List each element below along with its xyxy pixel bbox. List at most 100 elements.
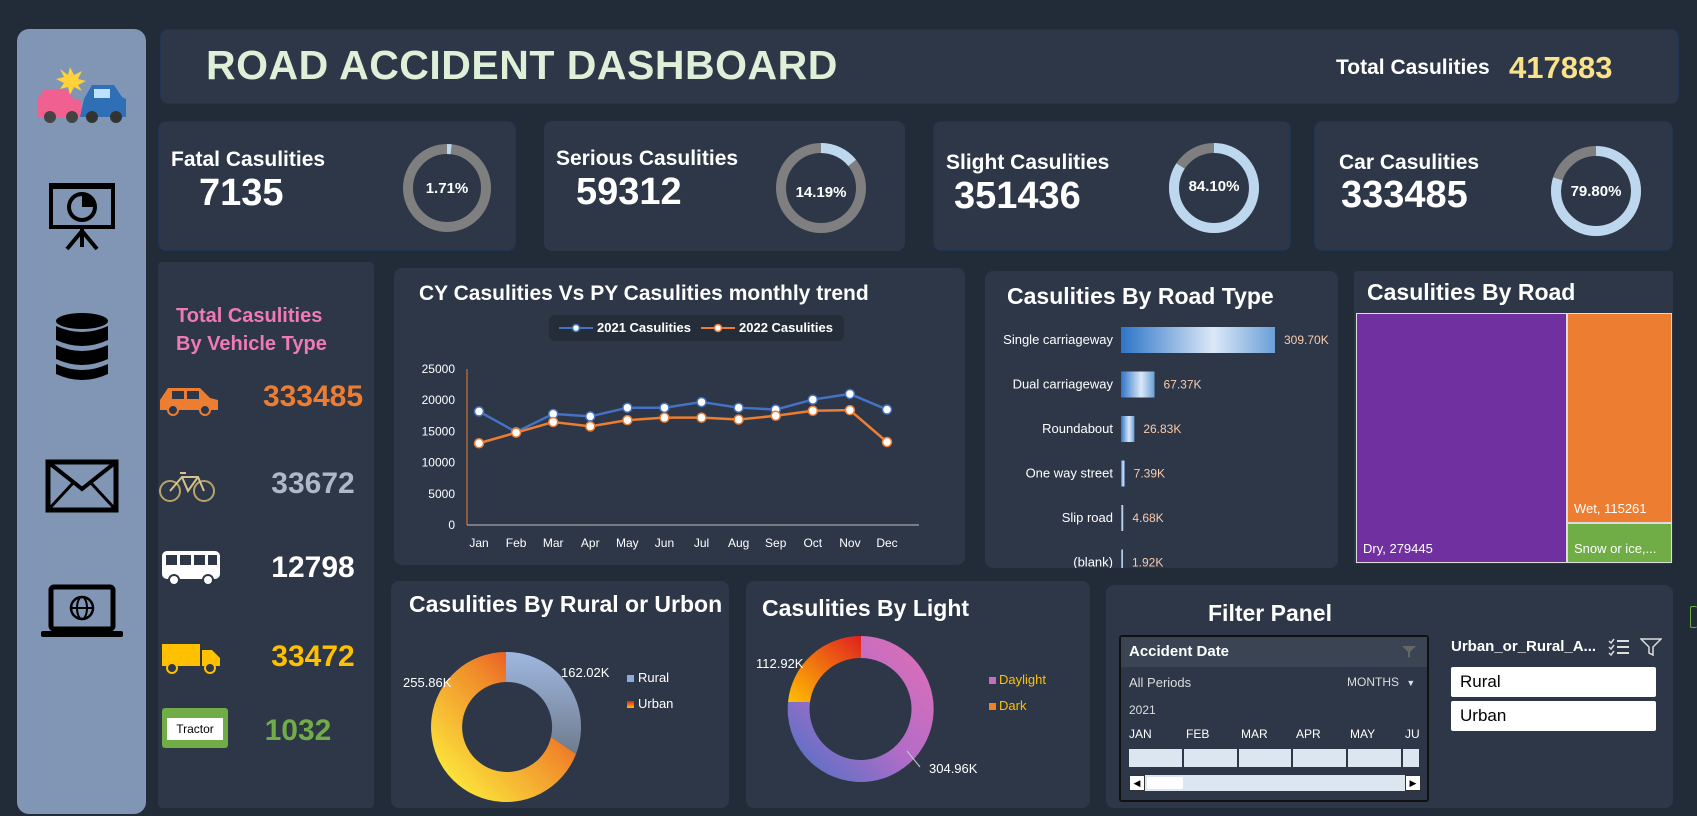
scroll-thumb[interactable] (1147, 777, 1183, 789)
category-label: (blank) (1073, 555, 1113, 569)
selection-handle[interactable] (1690, 606, 1697, 628)
slicer-option-rural[interactable]: Rural (1451, 667, 1656, 697)
trend-line-chart: 25000 20000 15000 10000 5000 0 Jan Feb Mar Apr May… (422, 362, 919, 550)
car-crash-icon[interactable] (17, 59, 146, 129)
light-title: Casulities By Light (762, 595, 970, 621)
timeline-unit-label: MONTHS (1347, 675, 1399, 689)
data-point (696, 396, 707, 408)
month-label: MAR (1241, 727, 1268, 741)
vehicle-value: 333485 (262, 380, 364, 413)
bar (1121, 327, 1275, 353)
laptop-globe-icon[interactable] (17, 584, 146, 640)
y-tick-label: 5000 (428, 487, 455, 501)
rural-urban-donut (431, 652, 582, 802)
x-tick-label: Aug (728, 536, 749, 550)
vehicle-panel-title: Total Casulities By Vehicle Type (176, 302, 327, 358)
kpi-ring (1551, 146, 1641, 236)
donut-slice-urban (431, 652, 576, 802)
timeline-header-label: Accident Date (1129, 643, 1230, 660)
legend-label-urban: Urban (638, 696, 674, 711)
bar-data-label: 67.37K (1164, 378, 1202, 392)
data-point (881, 436, 893, 448)
data-point (585, 421, 596, 432)
total-casualties-label: Total Casulities (1336, 56, 1490, 79)
car-icon (160, 388, 218, 416)
bar-data-label: 1.92K (1132, 556, 1163, 569)
scroll-left-icon[interactable]: ◀ (1129, 775, 1145, 791)
vehicle-row-bus: 12798 (158, 543, 374, 603)
vehicle-type-panel: Total Casulities By Vehicle Type 333485 … (158, 262, 374, 808)
total-casualties-value: 417883 (1509, 50, 1613, 85)
data-point (622, 414, 633, 426)
data-point (807, 405, 819, 417)
data-point (547, 416, 559, 428)
clear-filter-icon[interactable] (1640, 637, 1662, 657)
rural-data-label: 162.02K (561, 665, 610, 680)
presentation-chart-icon[interactable] (17, 181, 146, 251)
kpi-value: 351436 (954, 175, 1081, 217)
legend-label-rural: Rural (638, 670, 670, 685)
series-line-2021 (478, 392, 888, 434)
donut-slice-dark (788, 635, 861, 702)
vehicle-row-tractor: Tractor 1032 (158, 702, 374, 762)
header-panel: ROAD ACCIDENT DASHBOARD Total Casulities… (160, 29, 1679, 104)
treemap-tile-wet: Wet, 115261 (1567, 313, 1672, 523)
x-tick-label: Dec (876, 536, 897, 550)
bar-data-label: 26.83K (1143, 422, 1181, 436)
x-tick-label: Oct (803, 536, 822, 550)
mail-icon[interactable] (17, 459, 146, 513)
road-type-title: Casulities By Road Type (1007, 283, 1274, 309)
sidebar (17, 29, 146, 814)
road-type-bar-chart: Single carriageway 309.70K Dual carriagewa… (1003, 327, 1329, 569)
category-label: Slip road (1062, 510, 1113, 525)
legend-swatch-urban (627, 701, 634, 708)
y-tick-label: 0 (448, 518, 455, 532)
kpi-label: Car Casulities (1339, 151, 1480, 174)
treemap-tile-snow: Snow or ice,... (1567, 523, 1672, 563)
legend-marker-2021 (559, 323, 593, 333)
month-label: FEB (1186, 727, 1210, 741)
legend-swatch-dark (989, 703, 996, 710)
y-tick-label: 15000 (422, 424, 456, 438)
vehicle-row-bicycle: 33672 (158, 459, 374, 519)
legend-swatch-daylight (989, 677, 996, 684)
tractor-icon: Tractor (162, 708, 228, 748)
kpi-value: 7135 (199, 172, 284, 214)
page-title: ROAD ACCIDENT DASHBOARD (206, 42, 838, 88)
date-timeline[interactable]: Accident Date All Periods MONTHS ▼ 2021 … (1119, 635, 1429, 802)
data-point (696, 412, 707, 423)
rural-urban-title: Casulities By Rural or Urbon (409, 591, 723, 617)
legend-marker-2022 (701, 323, 735, 333)
category-label: One way street (1026, 466, 1114, 481)
database-icon[interactable] (17, 312, 146, 384)
timeline-unit-select[interactable]: MONTHS ▼ (1347, 675, 1415, 689)
timeline-period[interactable]: All Periods (1129, 675, 1192, 690)
kpi-percent: 84.10% (1188, 178, 1240, 195)
chevron-down-icon: ▼ (1406, 678, 1416, 688)
timeline-scrollbar[interactable]: ◀ ▶ (1129, 775, 1421, 791)
x-tick-label: Feb (506, 536, 527, 550)
scroll-right-icon[interactable]: ▶ (1405, 775, 1421, 791)
kpi-percent: 79.80% (1570, 183, 1622, 200)
tractor-label: Tractor (167, 718, 223, 740)
light-donut (787, 635, 934, 782)
category-label: Dual carriageway (1013, 377, 1114, 392)
timeline-header (1121, 637, 1427, 667)
vehicle-row-truck: 33472 (158, 632, 374, 692)
x-tick-label: Apr (581, 536, 600, 550)
clear-filter-icon[interactable] (1401, 645, 1417, 659)
multi-select-icon[interactable] (1608, 637, 1630, 657)
kpi-label: Slight Casulities (946, 151, 1110, 174)
data-point (659, 402, 670, 413)
timeline-year: 2021 (1129, 703, 1156, 717)
data-point (770, 410, 781, 422)
data-point (733, 402, 744, 413)
bus-icon (162, 551, 220, 586)
kpi-label: Serious Casulities (556, 147, 739, 170)
timeline-month-bar[interactable] (1129, 749, 1419, 767)
month-label: APR (1296, 727, 1321, 741)
slicer-option-urban[interactable]: Urban (1451, 701, 1656, 731)
kpi-value: 333485 (1341, 174, 1468, 216)
vehicle-title-line1: Total Casulities (176, 305, 323, 327)
truck-icon (162, 644, 220, 674)
